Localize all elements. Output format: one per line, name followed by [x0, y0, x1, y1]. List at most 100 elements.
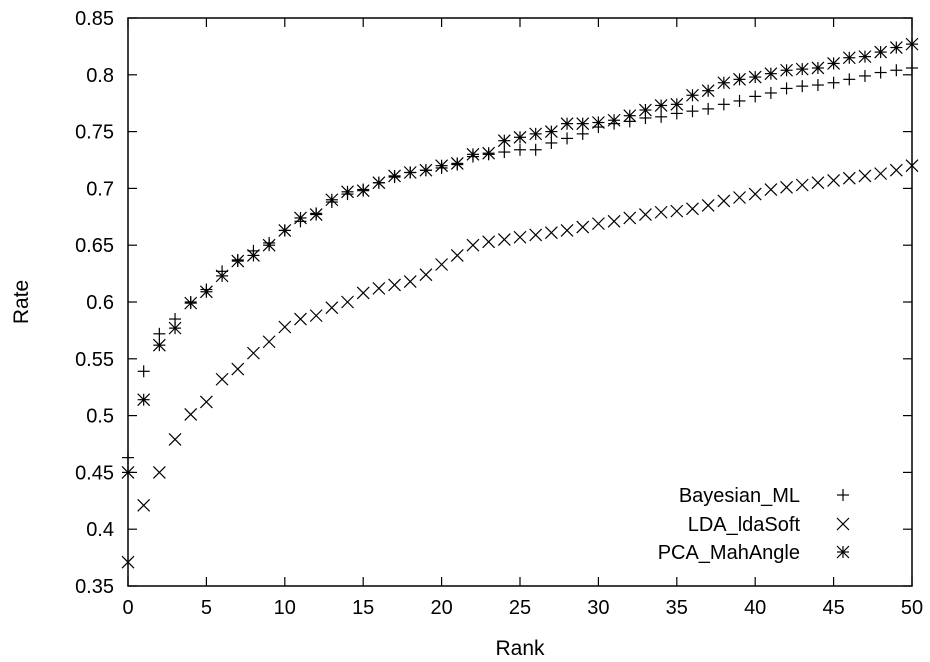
point-plus: [890, 64, 903, 77]
x-tick-label: 35: [666, 597, 688, 619]
point-plus: [702, 102, 715, 115]
point-cross: [482, 235, 496, 249]
point-star: [278, 224, 292, 237]
point-cross: [764, 183, 778, 196]
point-plus: [858, 69, 871, 82]
point-plus: [576, 127, 589, 140]
point-plus: [545, 136, 558, 149]
point-cross: [842, 171, 856, 185]
x-tick-label: 5: [201, 597, 212, 619]
point-star: [450, 156, 464, 170]
point-cross: [748, 187, 762, 201]
legend-marker-cross: [836, 517, 850, 531]
point-cross: [874, 167, 888, 181]
point-star: [544, 125, 558, 139]
point-star: [466, 147, 480, 161]
point-star: [795, 62, 809, 76]
legend: Bayesian_ML LDA_ldaSoft PCA_MahAngle: [658, 485, 850, 564]
point-cross: [858, 169, 872, 183]
y-tick-label: 0.8: [86, 65, 114, 87]
point-star: [294, 211, 307, 225]
point-star: [686, 88, 699, 102]
point-star: [874, 45, 888, 59]
point-plus: [122, 451, 134, 464]
point-cross: [827, 174, 841, 187]
point-plus: [153, 327, 166, 340]
point-star: [372, 176, 386, 190]
point-plus: [529, 143, 542, 156]
point-star: [152, 338, 166, 352]
point-cross: [309, 309, 323, 323]
point-plus: [906, 61, 918, 74]
point-cross: [341, 295, 354, 309]
point-star: [482, 146, 496, 160]
point-cross: [560, 224, 574, 237]
point-star: [889, 41, 903, 54]
point-cross: [199, 395, 213, 409]
point-star: [168, 321, 182, 335]
point-star: [842, 51, 856, 65]
point-cross: [733, 191, 746, 204]
point-star: [827, 57, 841, 70]
point-star: [184, 296, 198, 310]
point-star: [529, 127, 543, 141]
y-tick-label: 0.85: [75, 8, 114, 30]
point-cross: [419, 268, 433, 282]
point-plus: [561, 132, 574, 145]
point-star: [497, 134, 511, 148]
x-tick-label: 20: [430, 597, 452, 619]
point-plus: [686, 105, 699, 118]
point-star: [356, 184, 370, 198]
legend-marker-plus: [837, 489, 849, 501]
point-star: [733, 72, 746, 86]
point-plus: [498, 146, 511, 159]
point-plus: [764, 86, 777, 99]
point-plus: [796, 80, 809, 93]
point-cross: [247, 346, 260, 360]
point-star: [639, 103, 652, 117]
point-star: [247, 248, 260, 262]
point-cross: [497, 233, 511, 246]
data-markers: [121, 37, 919, 569]
point-star: [780, 63, 793, 77]
point-cross: [795, 178, 809, 192]
point-cross: [513, 230, 527, 244]
point-cross: [529, 228, 543, 242]
point-cross: [623, 211, 637, 225]
point-plus: [874, 66, 887, 79]
x-tick-label: 30: [587, 597, 609, 619]
point-cross: [591, 217, 605, 231]
point-star: [560, 117, 574, 131]
point-cross: [654, 205, 668, 219]
y-tick-label: 0.55: [75, 349, 114, 371]
point-cross: [811, 176, 825, 190]
point-star: [701, 84, 715, 98]
point-cross: [544, 226, 558, 240]
x-tick-label: 25: [509, 597, 531, 619]
point-cross: [717, 194, 731, 208]
x-tick-label: 45: [822, 597, 844, 619]
legend-label: Bayesian_ML: [679, 485, 800, 507]
point-star: [199, 285, 213, 299]
point-star: [654, 99, 668, 112]
point-cross: [294, 312, 307, 326]
y-axis-title: Rate: [10, 280, 33, 324]
y-tick-label: 0.35: [75, 576, 114, 598]
y-tick-label: 0.45: [75, 462, 114, 484]
y-tick-label: 0.5: [86, 406, 114, 428]
point-star: [231, 254, 245, 268]
x-tick-label: 40: [744, 597, 766, 619]
point-cross: [466, 238, 480, 252]
point-plus: [827, 76, 840, 89]
point-cross: [670, 204, 684, 218]
point-plus: [749, 90, 762, 103]
legend-label: LDA_ldaSoft: [688, 514, 801, 536]
x-tick-label: 10: [274, 597, 296, 619]
point-cross: [435, 258, 449, 271]
point-star: [388, 169, 401, 183]
point-cross: [372, 281, 386, 295]
point-cross: [403, 275, 417, 288]
point-star: [811, 61, 825, 75]
point-cross: [889, 163, 903, 177]
